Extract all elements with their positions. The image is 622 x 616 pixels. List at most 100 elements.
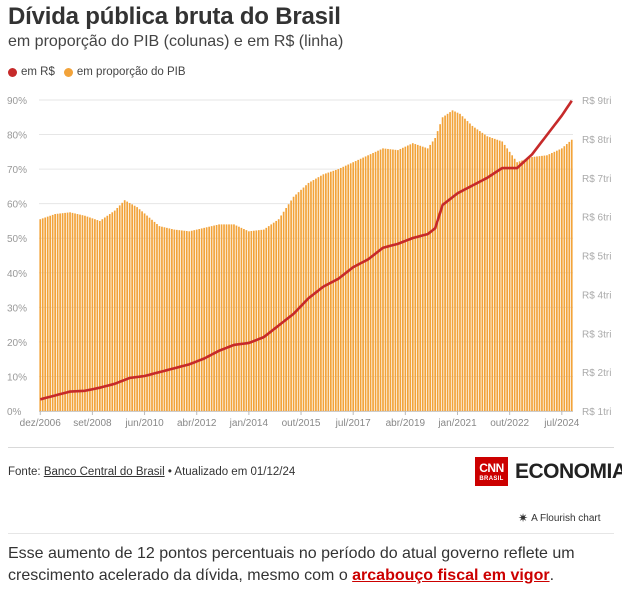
bar: [190, 230, 193, 411]
bar: [364, 156, 367, 411]
y-right-tick-label: R$ 1tri: [582, 407, 611, 418]
bar: [369, 154, 372, 412]
bar: [337, 169, 340, 411]
bar: [461, 116, 464, 411]
bar: [146, 215, 148, 411]
bar: [305, 185, 307, 411]
bar: [320, 175, 322, 411]
y-right-tick-label: R$ 3tri: [582, 329, 611, 340]
bar: [327, 172, 330, 411]
y-left-tick-label: 60%: [7, 200, 27, 211]
bar: [208, 226, 210, 411]
bar: [541, 155, 543, 411]
bar: [387, 148, 389, 411]
bar: [267, 226, 270, 411]
bar: [99, 220, 101, 411]
bar: [193, 230, 196, 411]
flourish-credit[interactable]: ✷ A Flourish chart: [518, 511, 601, 525]
bar: [397, 150, 399, 411]
x-tick-label: abr/2012: [177, 418, 217, 429]
bar: [349, 163, 352, 411]
bar: [446, 113, 449, 412]
bar: [548, 154, 551, 412]
x-tick-label: dez/2006: [20, 418, 62, 429]
bar: [56, 213, 59, 411]
bar: [151, 219, 153, 411]
bar: [523, 159, 526, 411]
bar: [354, 161, 357, 411]
bar: [325, 173, 327, 411]
bar: [71, 212, 74, 411]
bar: [101, 219, 104, 411]
bar: [533, 156, 536, 411]
flourish-label: A Flourish chart: [531, 512, 601, 524]
article-text: Esse aumento de 12 pontos percentuais no…: [8, 545, 575, 584]
bar: [406, 145, 409, 411]
bar: [260, 229, 263, 411]
cnn-brasil-logo: CNN BRASIL: [475, 457, 508, 486]
bar: [255, 230, 258, 411]
bar: [565, 144, 568, 411]
bar: [188, 231, 191, 411]
bar: [419, 145, 422, 411]
bar: [302, 187, 305, 411]
bar: [86, 216, 89, 411]
y-left-tick-label: 90%: [7, 96, 27, 107]
bar: [431, 141, 434, 411]
bar: [551, 152, 553, 412]
y-right-tick-label: R$ 9tri: [582, 96, 611, 107]
legend-item-pib[interactable]: em proporção do PIB: [63, 66, 186, 78]
bar: [543, 155, 546, 411]
bar: [225, 224, 228, 411]
bar: [451, 110, 454, 411]
bar: [471, 125, 474, 411]
bar: [424, 147, 427, 411]
bar: [479, 131, 481, 411]
bar: [556, 150, 558, 411]
bar: [441, 117, 444, 412]
article-end: .: [549, 566, 555, 584]
bar: [123, 200, 126, 411]
y-left-tick-label: 40%: [7, 269, 27, 280]
bar: [347, 164, 350, 411]
flourish-star-icon: ✷: [518, 511, 529, 525]
bar: [218, 224, 220, 411]
bar: [528, 157, 531, 411]
bar: [203, 227, 206, 411]
bar: [64, 212, 66, 411]
bar: [292, 196, 295, 411]
bar: [81, 215, 84, 411]
legend-item-em-rs[interactable]: em R$: [8, 66, 55, 78]
bar: [166, 227, 168, 411]
bar: [456, 112, 459, 411]
bar: [156, 224, 158, 411]
x-tick-label: set/2008: [73, 418, 112, 429]
bar: [558, 149, 561, 411]
bar: [280, 215, 283, 411]
bar: [153, 221, 156, 411]
x-tick-label: jan/2021: [437, 418, 477, 429]
bar: [359, 158, 362, 411]
bar: [198, 229, 201, 411]
bar: [183, 230, 186, 411]
x-tick-label: abr/2019: [386, 418, 426, 429]
bar: [464, 118, 466, 411]
bar: [362, 157, 364, 411]
bar: [511, 155, 513, 411]
bar: [389, 149, 392, 411]
article-link[interactable]: arcabouço fiscal em vigor: [352, 566, 550, 584]
bar: [334, 169, 337, 411]
bar: [342, 166, 345, 411]
bar-series: [39, 110, 573, 412]
bar: [106, 215, 109, 411]
y-left-tick-label: 20%: [7, 338, 27, 349]
bar: [213, 225, 215, 411]
y-left-tick-label: 0%: [7, 407, 22, 418]
source-link[interactable]: Banco Central do Brasil: [43, 466, 165, 478]
chart-title: Dívida pública bruta do Brasil: [8, 3, 341, 30]
bar: [439, 124, 441, 411]
bar: [262, 229, 265, 411]
bar: [287, 204, 290, 411]
bar: [272, 222, 275, 411]
legend: em R$ em proporção do PIB: [8, 66, 195, 78]
